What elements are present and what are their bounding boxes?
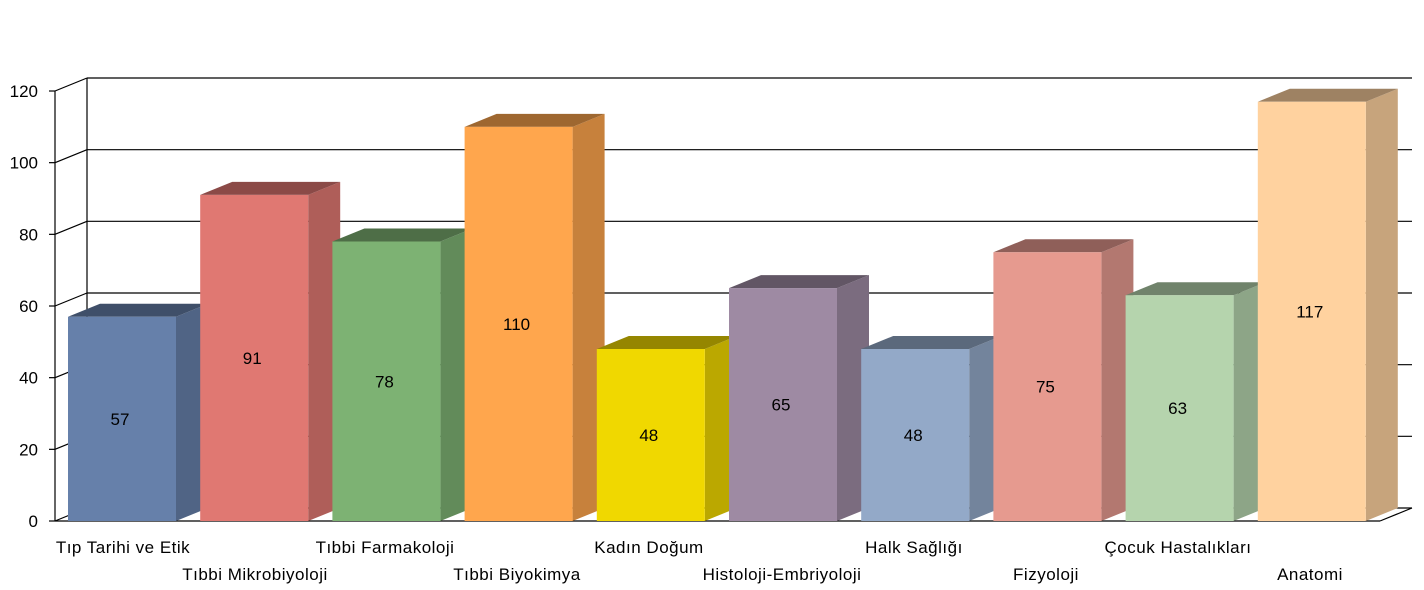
bar-front	[200, 194, 309, 522]
bar-top	[68, 303, 208, 317]
data-label: 110	[503, 315, 530, 334]
bar-front	[332, 241, 441, 521]
x-tick-label: Tıbbi Biyokimya	[453, 565, 581, 584]
y-tick-label: 0	[29, 512, 38, 531]
x-tick-label: Fizyoloji	[1013, 565, 1079, 584]
bar-top	[596, 336, 737, 350]
x-tick-label: Tıbbi Farmakoloji	[316, 538, 455, 557]
y-tick-label: 100	[10, 154, 38, 173]
bar-side	[440, 228, 473, 521]
bar	[68, 303, 208, 521]
bar-top	[332, 228, 473, 242]
y-tick-label: 120	[10, 82, 38, 101]
bar-side	[572, 113, 605, 521]
data-label: 63	[1168, 399, 1187, 418]
bar-top	[1257, 88, 1398, 102]
bar	[464, 113, 605, 521]
bar-front	[68, 316, 176, 521]
x-tick-label: Kadın Doğum	[594, 538, 703, 557]
data-label: 48	[639, 426, 658, 445]
bar	[861, 336, 1002, 521]
y-tick-label: 80	[19, 225, 38, 244]
bar-front	[993, 252, 1102, 521]
bar-top	[861, 336, 1002, 350]
bar	[596, 336, 737, 521]
bar-side	[1101, 239, 1134, 521]
data-label: 75	[1036, 378, 1055, 397]
x-tick-label: Tıp Tarihi ve Etik	[56, 538, 190, 557]
y-tick-label: 40	[19, 369, 38, 388]
gridline-depth	[54, 220, 88, 235]
x-tick-label: Histoloji-Embriyoloji	[703, 565, 862, 584]
floor-right-edge	[1379, 507, 1413, 522]
bar-top	[464, 113, 605, 127]
gridline-depth	[54, 77, 88, 92]
bar-front	[464, 126, 573, 521]
bar	[332, 228, 473, 521]
data-label: 57	[111, 410, 130, 429]
bar-side	[1233, 282, 1266, 521]
bar-top	[200, 181, 341, 195]
bar-top	[1125, 282, 1266, 296]
x-tick-label: Halk Sağlığı	[865, 538, 963, 557]
bars	[68, 88, 1398, 522]
y-tick-label: 20	[19, 440, 38, 459]
bar	[1125, 282, 1266, 521]
gridline-depth	[54, 292, 88, 307]
data-label: 78	[375, 372, 394, 391]
gridline-depth	[54, 149, 88, 164]
bar-front	[1125, 295, 1234, 521]
data-label: 91	[243, 349, 262, 368]
data-label: 65	[772, 396, 791, 415]
bar-side	[969, 336, 1002, 521]
bar-front	[729, 288, 837, 521]
bar-front	[596, 349, 705, 521]
data-label: 117	[1296, 302, 1323, 321]
bar-side	[308, 181, 341, 522]
bar-front	[861, 349, 970, 521]
bar	[1257, 88, 1398, 521]
labels: 57 Tıp Tarihi ve Etik 91 Tıbbi Mikrobiyoloj…	[56, 302, 1343, 584]
bar-side	[704, 336, 737, 521]
x-tick-label: Çocuk Hastalıkları	[1105, 538, 1252, 557]
bar-top	[993, 239, 1134, 253]
bar-side	[176, 303, 208, 521]
bar	[200, 181, 341, 522]
y-tick-label: 60	[19, 297, 38, 316]
bar	[993, 239, 1134, 521]
bar-front	[1257, 101, 1366, 521]
x-tick-label: Anatomi	[1277, 565, 1343, 584]
bar	[729, 275, 869, 521]
x-tick-label: Tıbbi Mikrobiyoloji	[182, 565, 328, 584]
bar-top	[729, 275, 869, 289]
data-label: 48	[904, 426, 923, 445]
bar-side	[837, 275, 869, 521]
bar-side	[1365, 88, 1398, 521]
